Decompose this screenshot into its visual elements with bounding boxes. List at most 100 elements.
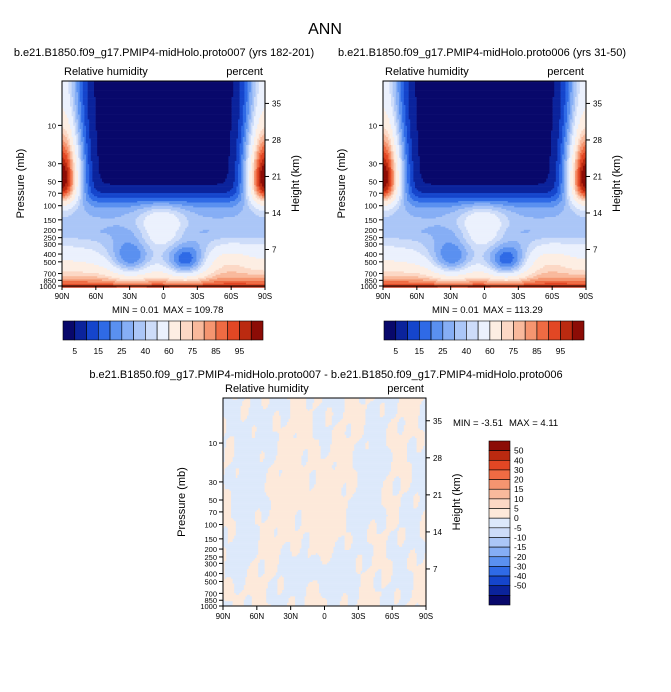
heatmap-cell <box>258 89 266 91</box>
heatmap-cell <box>399 207 406 210</box>
heatmap-cell <box>244 127 248 130</box>
heatmap-cell <box>496 215 507 218</box>
heatmap-cell <box>397 154 400 157</box>
heatmap-cell <box>234 175 239 178</box>
heatmap-cell <box>95 122 232 125</box>
heatmap-cell <box>565 186 568 189</box>
heatmap-cell <box>567 105 571 107</box>
heatmap-cell <box>415 81 555 83</box>
heatmap-cell <box>554 85 561 88</box>
heatmap-cell <box>174 258 180 261</box>
heatmap-cell <box>244 133 247 136</box>
heatmap-cell <box>252 84 256 87</box>
heatmap-cell <box>419 159 550 162</box>
heatmap-cell <box>62 279 103 282</box>
heatmap-cell <box>239 113 244 115</box>
y-tick-label: 250 <box>43 234 56 243</box>
heatmap-cell <box>410 172 414 175</box>
heatmap-cell <box>578 186 581 189</box>
heatmap-cell <box>399 109 403 112</box>
heatmap-cell <box>427 249 435 251</box>
heatmap-cell <box>383 103 392 106</box>
heatmap-cell <box>242 119 247 122</box>
heatmap-cell <box>76 82 80 85</box>
heatmap-cell <box>134 233 143 235</box>
heatmap-cell <box>402 170 405 173</box>
heatmap-cell <box>576 175 579 178</box>
heatmap-cell <box>71 87 76 90</box>
colorbar-swatch <box>109 320 123 341</box>
heatmap-cell <box>236 151 240 154</box>
heatmap-cell <box>394 185 397 187</box>
heatmap-cell <box>228 159 237 162</box>
heatmap-cell <box>242 117 247 120</box>
heatmap-cell <box>249 109 252 112</box>
heatmap-cell <box>84 175 87 178</box>
heatmap-cell <box>242 143 245 146</box>
heatmap-cell <box>562 164 565 167</box>
heatmap-cell <box>233 85 240 88</box>
heatmap-cell <box>196 252 202 255</box>
heatmap-cell <box>84 172 87 175</box>
heatmap-cell <box>570 100 574 103</box>
heatmap-cell <box>403 95 409 98</box>
heatmap-cell <box>233 183 239 186</box>
heatmap-cell <box>239 154 242 157</box>
heatmap-cell <box>466 255 475 258</box>
heatmap-cell <box>62 263 95 266</box>
heatmap-cell <box>573 87 577 90</box>
heatmap-cell <box>571 164 574 167</box>
heatmap-cell <box>383 116 389 119</box>
heatmap-cell <box>474 202 491 205</box>
heatmap-cell <box>571 137 576 139</box>
heatmap-cell <box>145 258 152 261</box>
heatmap-cell <box>383 242 422 245</box>
heatmap-cell <box>108 252 116 255</box>
heatmap-cell <box>62 127 64 130</box>
heatmap-cell <box>81 194 84 197</box>
heatmap-cell <box>66 116 74 119</box>
heatmap-cell <box>241 167 244 170</box>
heatmap-cell <box>242 116 247 119</box>
heatmap-cell <box>408 89 416 91</box>
heatmap-cell <box>383 85 390 88</box>
heatmap-cell <box>82 135 87 138</box>
heatmap-cell <box>185 229 204 232</box>
heatmap-cell <box>399 129 403 131</box>
heatmap-cell <box>575 137 581 139</box>
heatmap-cell <box>230 154 237 157</box>
heatmap-cell <box>402 103 405 106</box>
heatmap-cell <box>551 148 558 151</box>
heatmap-cell <box>471 245 491 248</box>
heatmap-cell <box>258 157 261 160</box>
heatmap-cell <box>230 130 239 133</box>
heatmap-cell <box>234 161 240 163</box>
heatmap-cell <box>389 121 395 123</box>
heatmap-cell <box>392 196 397 199</box>
heatmap-cell <box>244 151 247 154</box>
heatmap-cell <box>383 249 414 251</box>
heatmap-cell <box>186 201 231 203</box>
x-tick-label: 60N <box>409 292 424 301</box>
heatmap-cell <box>576 106 587 109</box>
heatmap-cell <box>570 140 573 143</box>
heatmap-cell <box>554 81 561 83</box>
heatmap-cell <box>392 113 397 115</box>
heatmap-cell <box>236 148 240 151</box>
heatmap-cell <box>565 143 569 146</box>
heatmap-cell <box>552 101 561 104</box>
heatmap-cell <box>519 277 528 280</box>
heatmap-cell <box>70 101 74 104</box>
heatmap-cell <box>66 181 69 184</box>
heatmap-cell <box>92 170 100 173</box>
heatmap-cell <box>238 125 242 128</box>
heatmap-cell <box>400 133 403 136</box>
heatmap-cell <box>405 189 409 192</box>
heatmap-cell <box>397 159 401 162</box>
heatmap-cell <box>405 161 408 163</box>
heatmap-cell <box>71 108 74 111</box>
heatmap-cell <box>66 177 69 179</box>
heatmap-cell <box>238 165 242 168</box>
heatmap-cell <box>568 151 571 154</box>
heatmap-cell <box>246 162 248 165</box>
